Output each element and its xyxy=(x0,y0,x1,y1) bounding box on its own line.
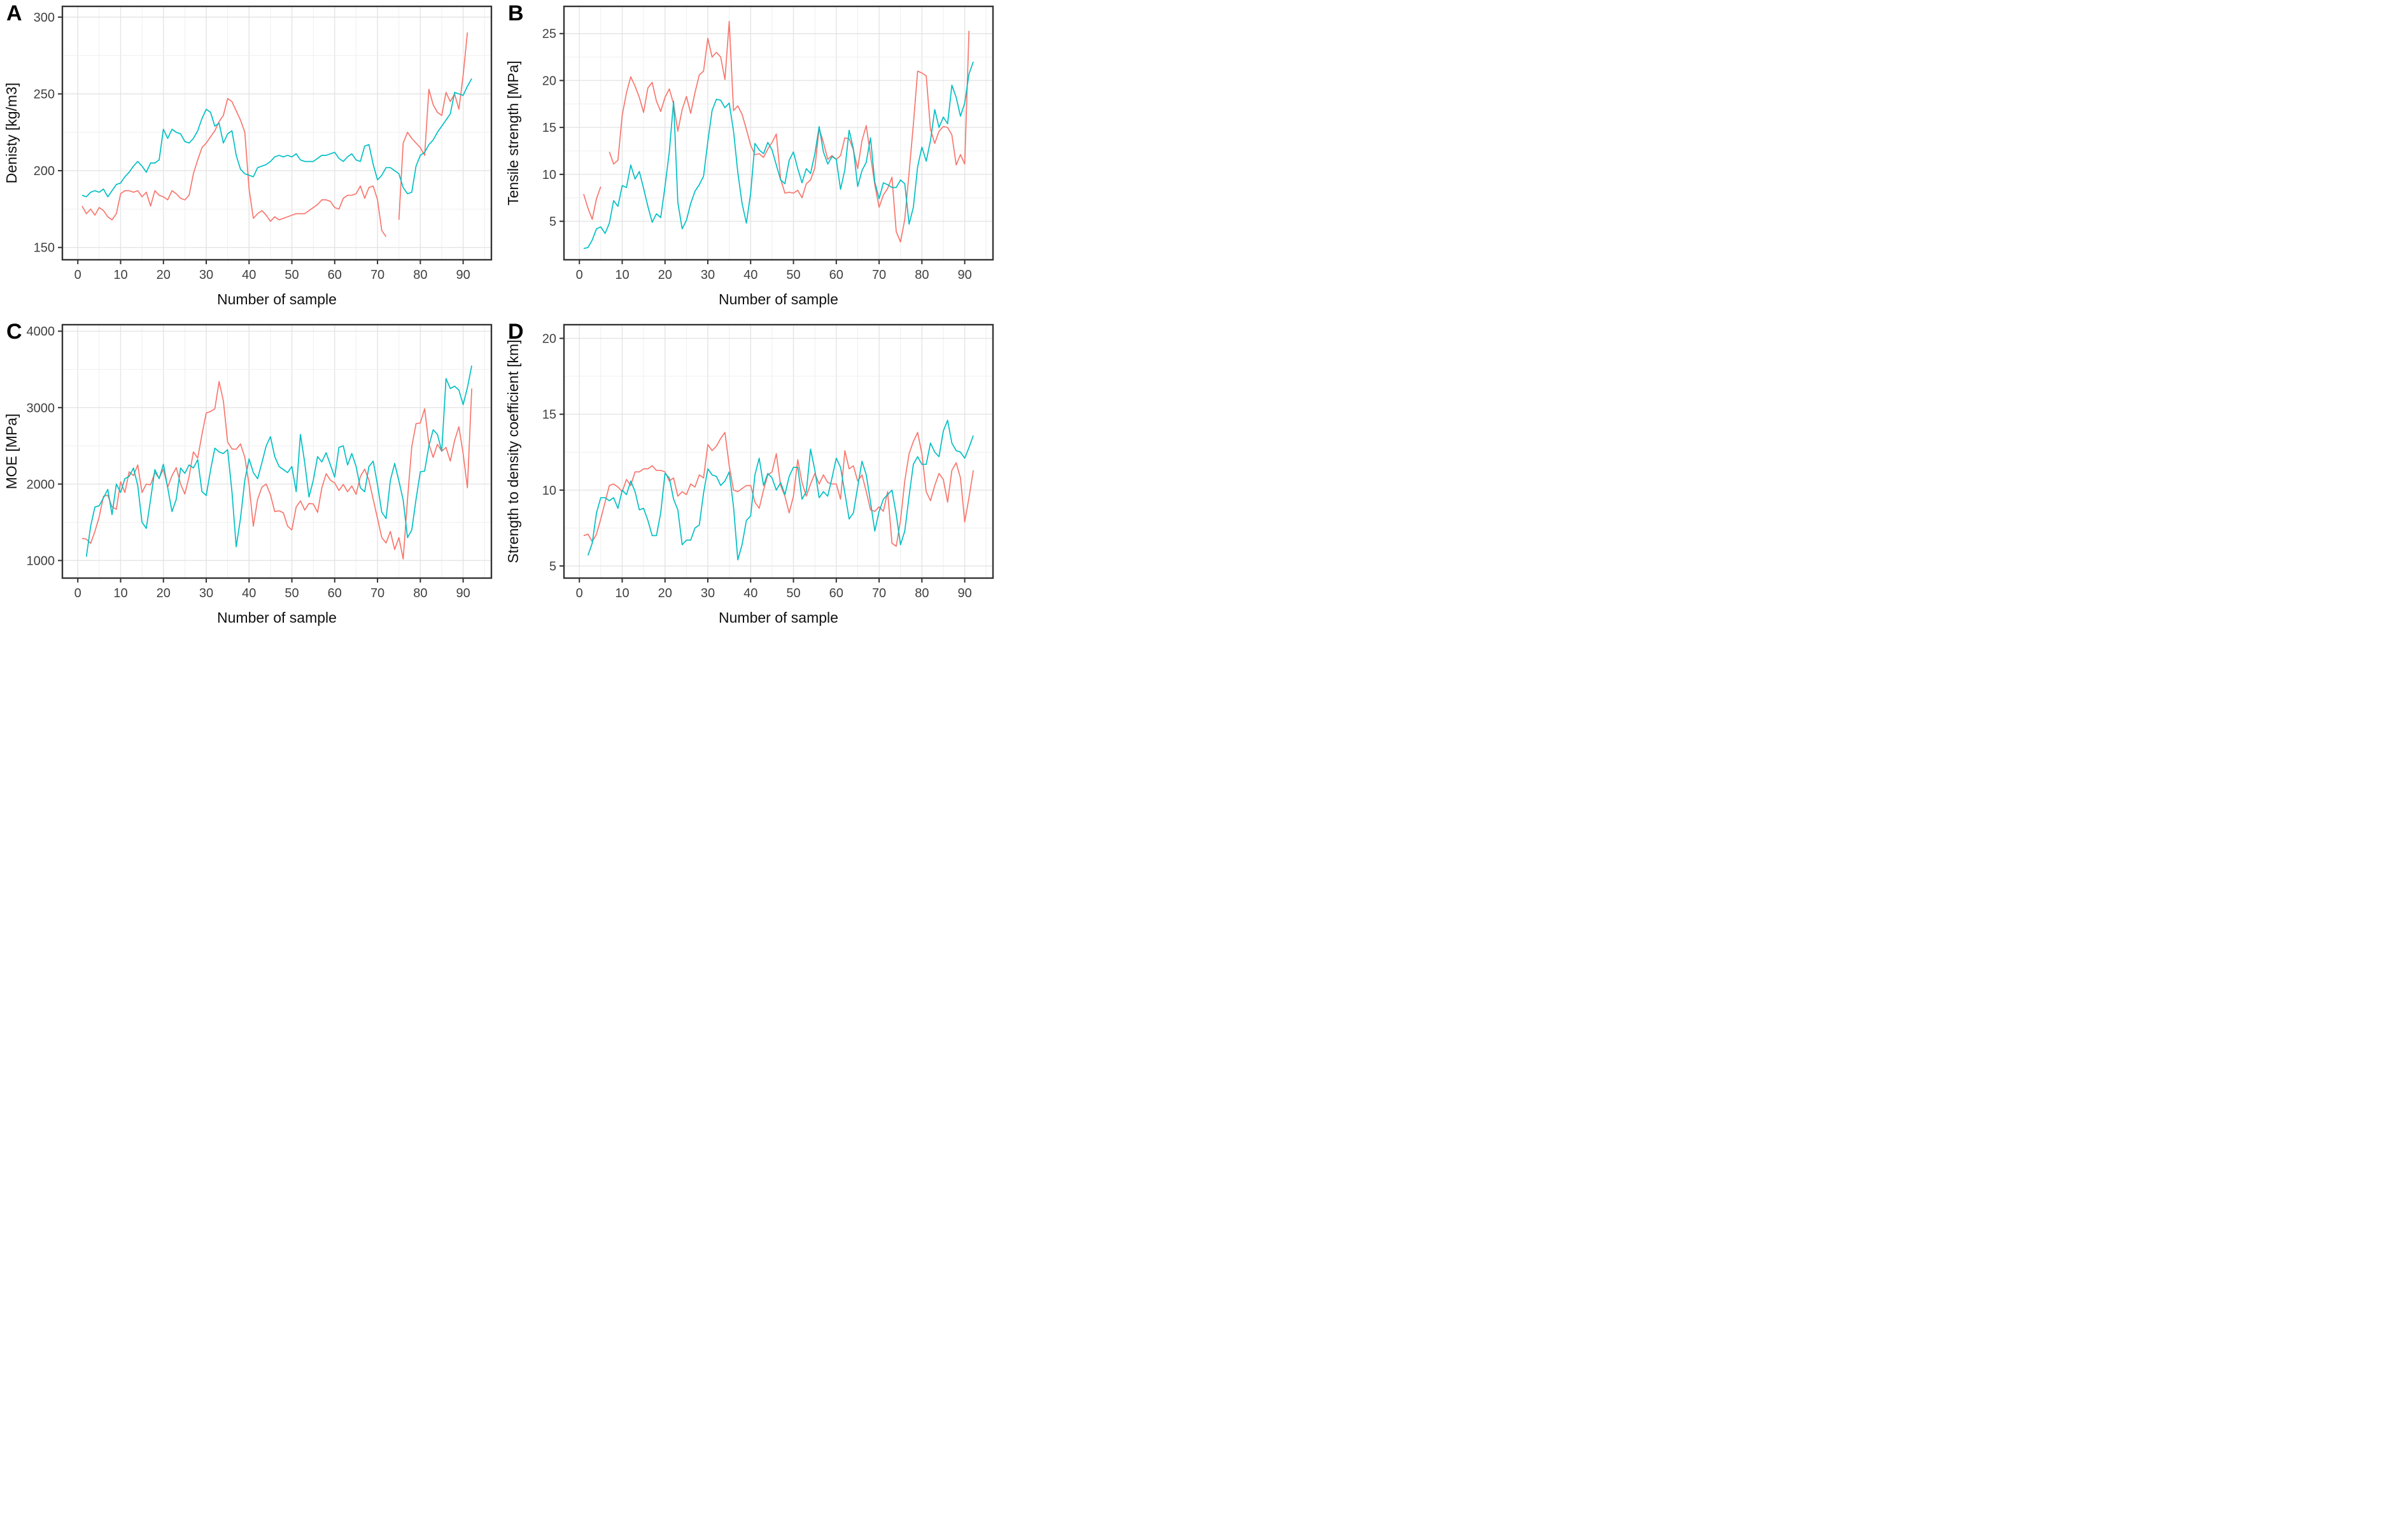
y-axis-label: Tensile strength [MPa] xyxy=(505,60,521,206)
svg-text:70: 70 xyxy=(370,268,384,282)
svg-text:4000: 4000 xyxy=(27,325,55,339)
svg-text:90: 90 xyxy=(456,268,470,282)
svg-text:15: 15 xyxy=(542,121,556,135)
svg-text:40: 40 xyxy=(242,586,256,600)
panel-letter-D: D xyxy=(508,320,524,344)
chart-tensile-strength: 0 10 20 30 40 50 60 70 80 90 5 10 15 20 25 Number of sa… xyxy=(505,5,994,308)
svg-text:200: 200 xyxy=(34,164,55,178)
svg-text:70: 70 xyxy=(872,268,886,282)
svg-text:150: 150 xyxy=(34,241,55,255)
svg-text:10: 10 xyxy=(113,586,127,600)
y-axis-label: Denisty [kg/m3] xyxy=(3,83,20,184)
svg-text:10: 10 xyxy=(615,586,629,600)
svg-text:0: 0 xyxy=(74,586,81,600)
svg-text:40: 40 xyxy=(242,268,256,282)
svg-text:90: 90 xyxy=(456,586,470,600)
svg-text:10: 10 xyxy=(542,484,556,498)
svg-text:80: 80 xyxy=(413,268,427,282)
svg-text:25: 25 xyxy=(542,27,556,41)
y-axis-label: MOE [MPa] xyxy=(3,414,20,490)
svg-text:0: 0 xyxy=(74,268,81,282)
svg-text:90: 90 xyxy=(957,586,971,600)
svg-text:30: 30 xyxy=(701,268,715,282)
svg-text:5: 5 xyxy=(549,215,556,229)
svg-text:10: 10 xyxy=(113,268,127,282)
svg-text:10: 10 xyxy=(542,168,556,182)
svg-text:30: 30 xyxy=(701,586,715,600)
svg-text:15: 15 xyxy=(542,408,556,422)
svg-text:5: 5 xyxy=(549,560,556,574)
four-panel-figure: A 0 10 20 30 40 50 60 70 80 90 150 200 250 300 Number … xyxy=(0,0,1003,637)
svg-text:30: 30 xyxy=(199,586,213,600)
x-axis-label: Number of sample xyxy=(217,609,337,626)
y-axis-label: Strength to density coefficient [km] xyxy=(505,339,521,563)
svg-text:10: 10 xyxy=(615,268,629,282)
x-axis-label: Number of sample xyxy=(719,609,838,626)
svg-text:0: 0 xyxy=(576,586,583,600)
svg-text:1000: 1000 xyxy=(27,554,55,568)
chart-moe: 0 10 20 30 40 50 60 70 80 90 1000 2000 3000 4000 Numbe… xyxy=(3,323,493,626)
svg-text:60: 60 xyxy=(829,586,843,600)
svg-text:60: 60 xyxy=(328,268,342,282)
panel-A: A 0 10 20 30 40 50 60 70 80 90 150 200 250 300 Number … xyxy=(0,0,502,318)
svg-text:60: 60 xyxy=(328,586,342,600)
chart-strength-density-coeff: 0 10 20 30 40 50 60 70 80 90 5 10 15 20 Number of samp… xyxy=(505,323,994,626)
svg-text:20: 20 xyxy=(658,268,672,282)
panel-C: C 0 10 20 30 40 50 60 70 80 90 1000 2000 3000 4000 Num… xyxy=(0,318,502,637)
panel-B: B 0 10 20 30 40 50 60 70 80 90 5 10 15 20 25 Number of … xyxy=(502,0,1003,318)
svg-text:30: 30 xyxy=(199,268,213,282)
svg-text:50: 50 xyxy=(285,268,299,282)
svg-text:90: 90 xyxy=(957,268,971,282)
panel-letter-A: A xyxy=(6,1,22,25)
svg-text:2000: 2000 xyxy=(27,478,55,492)
panel-letter-B: B xyxy=(508,1,524,25)
svg-text:70: 70 xyxy=(370,586,384,600)
svg-text:50: 50 xyxy=(786,586,800,600)
svg-text:40: 40 xyxy=(743,586,757,600)
svg-text:20: 20 xyxy=(542,74,556,88)
svg-text:70: 70 xyxy=(872,586,886,600)
svg-text:300: 300 xyxy=(34,11,55,25)
svg-text:20: 20 xyxy=(542,332,556,346)
svg-text:3000: 3000 xyxy=(27,401,55,415)
x-axis-label: Number of sample xyxy=(217,291,337,308)
svg-text:40: 40 xyxy=(743,268,757,282)
svg-text:20: 20 xyxy=(658,586,672,600)
chart-density: 0 10 20 30 40 50 60 70 80 90 150 200 250 300 Number of… xyxy=(3,5,493,308)
svg-text:250: 250 xyxy=(34,87,55,101)
panel-letter-C: C xyxy=(6,320,22,344)
svg-text:50: 50 xyxy=(786,268,800,282)
svg-text:80: 80 xyxy=(413,586,427,600)
svg-text:0: 0 xyxy=(576,268,583,282)
svg-text:60: 60 xyxy=(829,268,843,282)
panel-D: D 0 10 20 30 40 50 60 70 80 90 5 10 15 20 Number of sa… xyxy=(502,318,1003,637)
x-axis-label: Number of sample xyxy=(719,291,838,308)
svg-text:80: 80 xyxy=(915,586,929,600)
svg-text:20: 20 xyxy=(157,586,171,600)
svg-text:80: 80 xyxy=(915,268,929,282)
svg-text:20: 20 xyxy=(157,268,171,282)
svg-text:50: 50 xyxy=(285,586,299,600)
